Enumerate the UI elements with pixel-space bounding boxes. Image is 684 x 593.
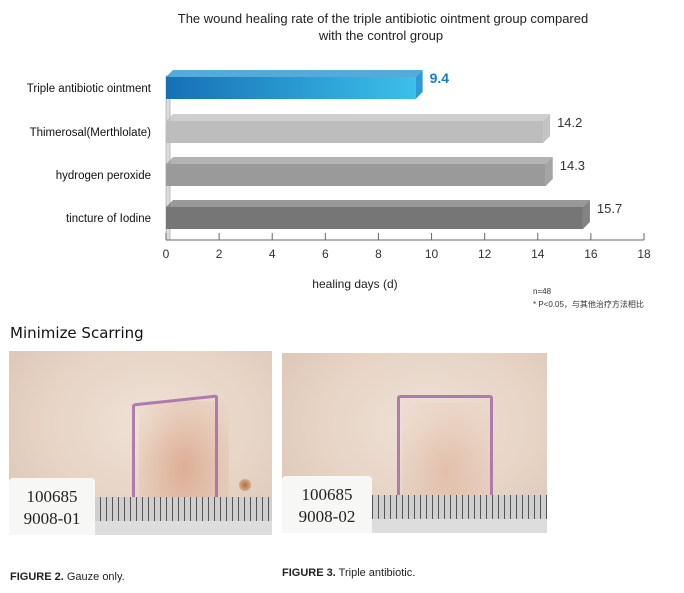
figure-3-caption: FIGURE 3. Triple antibiotic.	[282, 567, 415, 579]
specimen-id: 100685	[301, 485, 353, 504]
x-tick-label: 6	[322, 247, 329, 261]
specimen-code: 9008-02	[298, 507, 356, 526]
x-tick-label: 4	[269, 247, 276, 261]
specimen-label: 100685 9008-01	[9, 478, 95, 535]
caption-label: FIGURE 3.	[282, 567, 336, 579]
category-label: Thimerosal(Merthlolate)	[30, 127, 152, 139]
bar	[166, 77, 416, 99]
specimen-id: 100685	[26, 487, 78, 506]
x-tick-label: 18	[637, 247, 651, 261]
data-label: 14.3	[560, 158, 585, 173]
x-tick-label: 16	[584, 247, 598, 261]
x-axis-label: healing days (d)	[312, 277, 397, 291]
bar-side	[415, 70, 423, 99]
data-label: 15.7	[597, 201, 622, 216]
bar	[166, 164, 546, 186]
bar-chart: The wound healing rate of the triple ant…	[27, 11, 651, 309]
caption-text: Triple antibiotic.	[335, 567, 416, 579]
x-tick-label: 14	[531, 247, 545, 261]
category-label: hydrogen peroxide	[56, 170, 151, 182]
bar-side	[545, 157, 553, 186]
note-n: n=48	[533, 287, 552, 296]
chart-title-line-1: The wound healing rate of the triple ant…	[178, 11, 588, 26]
data-label: 14.2	[557, 115, 582, 130]
caption-label: FIGURE 2.	[10, 571, 64, 583]
bar-top	[166, 157, 553, 164]
chart-title-line-2: with the control group	[318, 28, 443, 43]
bar	[166, 121, 544, 143]
note-p: * P<0.05，与其他治疗方法相比	[533, 299, 644, 309]
bar-top	[166, 70, 423, 77]
bar-side	[582, 200, 590, 229]
caption-text: Gauze only.	[63, 571, 125, 583]
bar-top	[166, 200, 590, 207]
category-label: tincture of Iodine	[66, 213, 151, 225]
specimen-code: 9008-01	[23, 509, 81, 528]
bar-top	[166, 114, 551, 121]
figure-2-photo: 100685 9008-01	[9, 351, 272, 535]
bar	[166, 207, 583, 229]
x-tick-label: 12	[478, 247, 492, 261]
category-label: Triple antibiotic ointment	[27, 83, 152, 95]
figure-3-photo: 100685 9008-02	[282, 353, 547, 533]
x-tick-label: 2	[216, 247, 223, 261]
specimen-label: 100685 9008-02	[282, 476, 372, 533]
data-label: 9.4	[430, 70, 450, 86]
x-tick-label: 10	[425, 247, 439, 261]
x-tick-label: 8	[375, 247, 382, 261]
figure-2-caption: FIGURE 2. Gauze only.	[10, 571, 125, 583]
bar-side	[543, 114, 551, 143]
section-title: Minimize Scarring	[10, 324, 144, 342]
x-tick-label: 0	[163, 247, 170, 261]
